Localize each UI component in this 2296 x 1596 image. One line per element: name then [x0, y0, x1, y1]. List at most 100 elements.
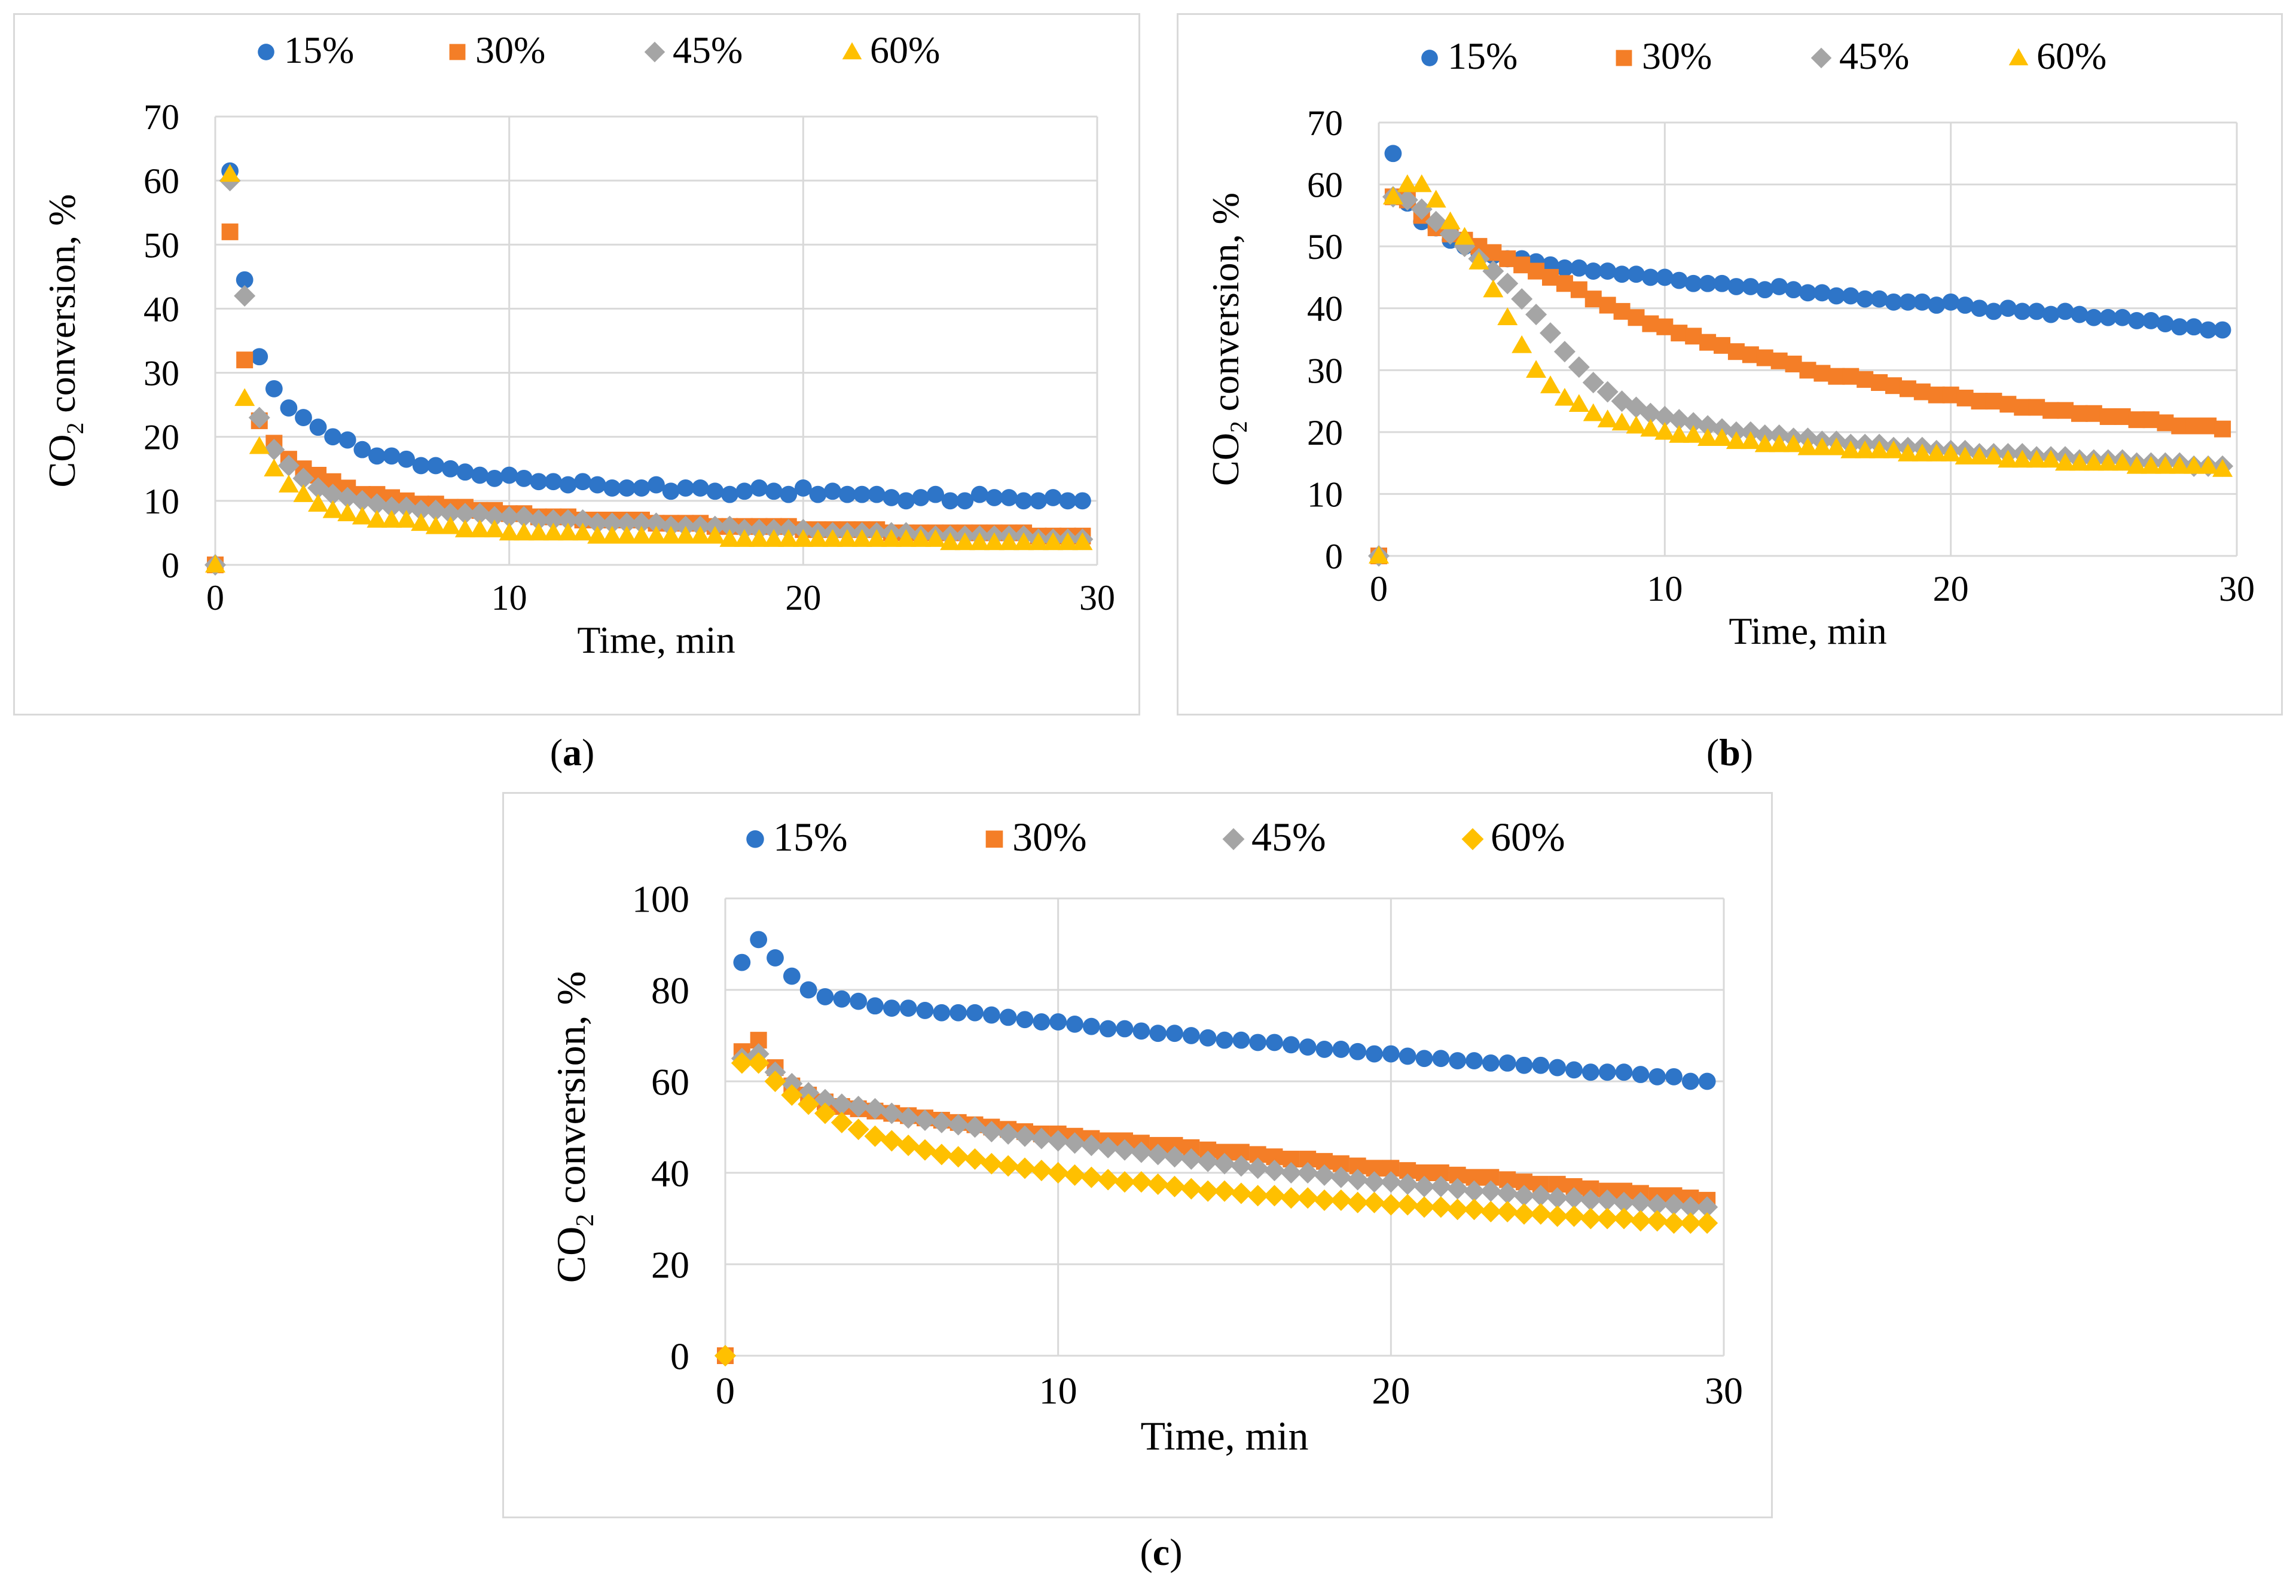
chart-c-series-3: [715, 1052, 1718, 1366]
chart-a-xtick-label: 30: [1079, 578, 1115, 617]
chart-a-point: [602, 525, 622, 544]
chart-b-point: [2169, 455, 2190, 474]
chart-b-point: [1799, 362, 1816, 379]
chart-c-point: [1580, 1189, 1602, 1211]
chart-a-point: [545, 473, 562, 491]
chart-c-point: [997, 1123, 1019, 1145]
chart-b-point: [2199, 321, 2217, 339]
chart-b-point: [1511, 288, 1533, 310]
chart-a-point: [616, 525, 637, 544]
chart-a-point: [1059, 492, 1077, 510]
chart-b-point: [1582, 372, 1604, 393]
chart-c-point: [1197, 1180, 1219, 1202]
chart-a-point: [750, 479, 768, 497]
chart-c-point: [715, 1345, 736, 1366]
chart-b-point: [1842, 368, 1860, 385]
chart-b-point: [1542, 268, 1559, 286]
chart-b-point: [2142, 411, 2160, 429]
chart-c-point: [1465, 1052, 1483, 1069]
chart-c-point: [1130, 1171, 1152, 1193]
chart-a-point: [515, 469, 533, 487]
chart-b-point: [2069, 452, 2090, 471]
chart-b-point: [1797, 437, 1818, 455]
chart-a-point: [324, 428, 342, 446]
chart-c-point: [781, 1084, 803, 1106]
chart-b-point: [1642, 268, 1659, 286]
chart-c-point: [1047, 1162, 1069, 1184]
chart-b-point: [1568, 394, 1589, 412]
chart-a-point: [338, 431, 356, 449]
chart-b-point: [2157, 414, 2174, 432]
chart-a-point: [236, 271, 254, 289]
chart-c-point: [1347, 1169, 1369, 1191]
chart-c-point: [897, 1135, 920, 1157]
chart-b-point: [1584, 262, 1602, 280]
chart-a-xtick-label: 0: [206, 578, 224, 617]
chart-b-point: [1969, 447, 1990, 465]
chart-a-point: [528, 522, 549, 541]
chart-a-point: [734, 529, 755, 547]
chart-a-point: [219, 164, 240, 182]
chart-a-legend-marker: [449, 44, 466, 60]
chart-b-point: [2214, 420, 2231, 438]
chart-b-xtick-label: 20: [1933, 569, 1969, 609]
chart-b-point: [1942, 293, 1960, 311]
chart-b-point: [1827, 287, 1845, 305]
chart-c-ylabel-sub: 2: [571, 1214, 599, 1227]
chart-c-point: [982, 1006, 1000, 1024]
chart-a-ylabel-main: CO: [41, 435, 83, 488]
chart-c-point: [1180, 1178, 1202, 1200]
chart-c-point: [1680, 1212, 1702, 1234]
chart-a-point: [425, 499, 447, 521]
chart-c-point: [1629, 1210, 1651, 1232]
chart-c-point: [1397, 1173, 1419, 1196]
chart-c-point: [1513, 1185, 1535, 1207]
chart-c-point: [1529, 1203, 1552, 1225]
chart-b-point: [1482, 260, 1504, 282]
chart-a-point: [999, 532, 1019, 551]
chart-b-point: [1983, 447, 2004, 465]
chart-a-point: [234, 388, 255, 406]
chart-a-point: [574, 473, 591, 491]
chart-a-point: [941, 492, 959, 510]
chart-a-point: [514, 522, 535, 541]
chart-c-point: [1613, 1191, 1635, 1213]
chart-c-point: [1149, 1025, 1167, 1042]
chart-b-point: [2128, 411, 2145, 429]
chart-a-point: [353, 441, 371, 458]
chart-c-point: [1380, 1171, 1402, 1193]
chart-c-point: [1164, 1146, 1186, 1168]
chart-b-point: [1656, 268, 1674, 286]
chart-a-point: [572, 509, 594, 531]
chart-a-point: [410, 499, 432, 521]
chart-b-point: [1425, 189, 1446, 208]
chart-a-point: [927, 485, 944, 503]
chart-b-point: [2112, 452, 2133, 471]
chart-c-legend-marker: [1461, 828, 1484, 851]
chart-b-point: [1926, 444, 1947, 461]
chart-a-point: [661, 525, 682, 544]
chart-a-legend-label: 15%: [284, 29, 354, 71]
chart-c-point: [1565, 1061, 1583, 1079]
chart-a-point: [527, 509, 549, 531]
chart-c-point: [1646, 1210, 1668, 1232]
chart-b-point: [1869, 440, 1890, 458]
chart-b-point: [1499, 250, 1516, 267]
chart-b-point: [2198, 455, 2219, 474]
chart-a-point: [969, 532, 990, 551]
chart-b-ytick-label: 60: [1307, 166, 1343, 205]
chart-c-point: [1663, 1194, 1685, 1216]
chart-a-point: [956, 492, 974, 510]
chart-a-point: [881, 529, 902, 547]
chart-b-point: [1928, 386, 1945, 403]
chart-b-point: [1913, 293, 1931, 311]
chart-a-point: [897, 492, 915, 510]
chart-b-point: [1726, 431, 1747, 450]
chart-b-point: [2028, 302, 2045, 320]
chart-a-legend-marker: [258, 44, 274, 60]
chart-c-ytick-label: 60: [651, 1060, 689, 1103]
chart-b-point: [2170, 318, 2188, 336]
chart-b-point: [2057, 402, 2074, 419]
chart-a-point: [719, 529, 740, 547]
chart-b-point: [1656, 318, 1674, 335]
